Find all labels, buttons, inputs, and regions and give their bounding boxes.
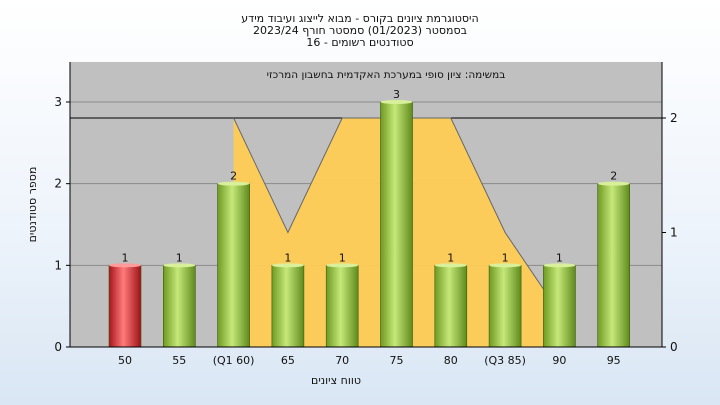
bar [325,265,359,348]
x-tick-label: 50 [118,354,132,367]
data-label: 1 [502,251,509,264]
x-tick-label: 75 [390,354,404,367]
x-tick-label: (Q1 60) [213,354,255,367]
x-tick-label: 70 [335,354,349,367]
bar-top [163,263,196,268]
x-tick-label: 80 [444,354,458,367]
y-tick-label: 0 [54,340,62,354]
chart-title-line-3: סטודנטים רשומים - 16 [306,36,414,49]
data-label: 1 [284,251,291,264]
data-label: 2 [230,170,237,183]
chart-title-line-1: היסטוגרמת ציונים בקורס - מבוא לייצוג ועי… [241,12,479,25]
x-tick-label: (Q3 85) [484,354,526,367]
bar [434,265,468,348]
bar [597,183,631,348]
bar [488,265,522,348]
y-tick-label: 2 [54,177,62,191]
data-label: 1 [556,251,563,264]
bar [108,265,142,348]
bar [163,265,196,348]
bar [217,183,250,348]
bar [380,101,413,348]
data-label: 1 [122,251,129,264]
bar-top [271,263,304,268]
chart-title-line-2: בסמסטר (01/2023) סמסטר חורף 2023/24 [253,24,467,37]
x-axis-label: טווח ציונים [311,374,361,387]
y-axis-label: מספר סטודנטים [26,167,39,243]
data-label: 2 [610,170,617,183]
x-tick-label: 65 [281,354,295,367]
bar-top [543,263,576,268]
bar-top [109,263,141,268]
y2-tick-label: 2 [670,111,678,125]
bar-top [380,100,413,104]
x-tick-label: 55 [172,354,186,367]
data-label: 3 [393,88,400,101]
bar-top [489,263,522,268]
data-label: 1 [447,251,454,264]
bar-top [217,181,250,186]
y-tick-label: 3 [54,95,62,109]
y2-tick-label: 0 [670,340,678,354]
bar [271,265,305,348]
data-label: 1 [176,251,183,264]
bar [543,265,576,348]
x-tick-label: 95 [607,354,621,367]
y-tick-label: 1 [54,258,62,272]
bar-top [326,263,359,268]
y2-tick-label: 1 [670,226,678,240]
data-label: 1 [339,251,346,264]
chart-subtitle: במשימה: ציון סופי במערכת האקדמית בחשבון … [267,69,506,81]
bar-top [434,263,467,268]
bar-top [597,181,630,186]
x-tick-label: 90 [552,354,566,367]
